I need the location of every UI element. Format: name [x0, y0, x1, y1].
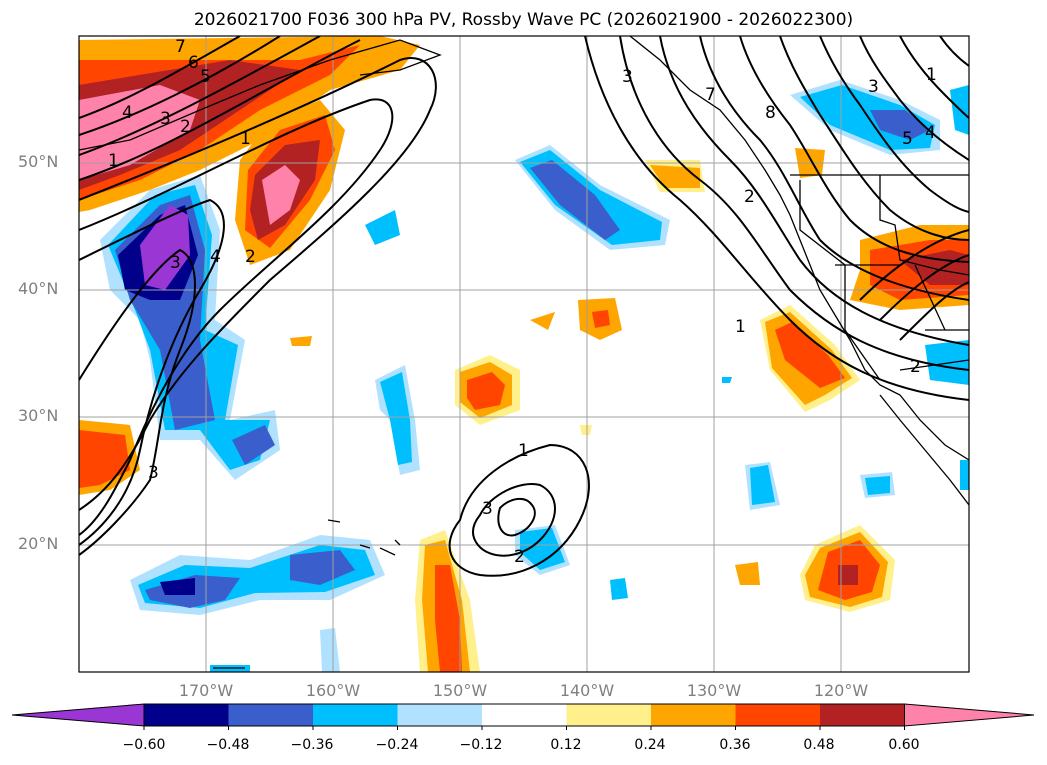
- contour-label: 3: [160, 109, 171, 129]
- graticule: [79, 36, 969, 672]
- lat-label-20n: 20°N: [18, 534, 59, 553]
- contour-label: 3: [148, 463, 159, 483]
- contour-label: 1: [518, 441, 529, 461]
- lon-label-130w: 130°W: [686, 681, 742, 700]
- lon-label-140w: 140°W: [559, 681, 615, 700]
- lon-label-120w: 120°W: [813, 681, 869, 700]
- colorbar-tick: −0.12: [459, 737, 503, 753]
- pv-anomaly-southwest-us: [850, 225, 969, 310]
- pv-anomaly-172w-negative: [100, 175, 280, 480]
- rossby-wave-pc-contours: [79, 36, 969, 577]
- contour-label: 2: [744, 187, 755, 207]
- lon-label-160w: 160°W: [305, 681, 361, 700]
- contour-label: 3: [622, 67, 633, 87]
- contour-label: 6: [188, 53, 199, 73]
- pv-anomaly-150w-positive: [415, 530, 480, 672]
- coastlines: [79, 36, 969, 669]
- contour-label: 2: [180, 117, 191, 137]
- pv-anomaly-20n-120w: [800, 525, 895, 612]
- page-title: 2026021700 F036 300 hPa PV, Rossby Wave …: [193, 10, 854, 30]
- lon-label-170w: 170°W: [178, 681, 234, 700]
- lat-label-50n: 50°N: [18, 152, 59, 171]
- colorbar-tick: −0.48: [206, 737, 250, 753]
- colorbar-tick: −0.60: [122, 737, 166, 753]
- colorbar-tick: 0.12: [550, 737, 582, 753]
- contour-label: 1: [735, 317, 746, 337]
- contour-label: 2: [514, 547, 525, 567]
- contour-label: 7: [175, 37, 186, 57]
- map-frame: [78, 35, 970, 673]
- contour-label: 2: [245, 247, 256, 267]
- lat-label-40n: 40°N: [18, 279, 59, 298]
- contour-label: 5: [200, 67, 211, 87]
- colorbar-tick: −0.36: [290, 737, 334, 753]
- contour-label: 4: [210, 247, 221, 267]
- contour-label: 5: [902, 129, 913, 149]
- colorbar-tick: 0.48: [803, 737, 835, 753]
- pv-anomaly-165w: [235, 100, 345, 265]
- colorbar-tick: 0.36: [719, 737, 751, 753]
- pv-anomaly-subtropic-negative: [130, 535, 385, 615]
- colorbar-tick: −0.24: [375, 737, 419, 753]
- contour-label: 3: [868, 77, 879, 97]
- colorbar-tick: 0.24: [634, 737, 666, 753]
- contour-label: 4: [122, 103, 133, 123]
- contour-label: 2: [910, 357, 921, 377]
- contour-label: 7: [705, 85, 716, 105]
- contour-label: 8: [765, 103, 776, 123]
- lat-label-30n: 30°N: [18, 406, 59, 425]
- contour-label: 3: [170, 253, 181, 273]
- contour-labels: 7 6 5 4 3 2 1 1 3 4 2 3 1 3 2 8 7 1 2 3 …: [108, 37, 937, 567]
- contour-label: 4: [925, 123, 936, 143]
- contour-label: 1: [240, 129, 251, 149]
- colorbar-tick: 0.60: [888, 737, 920, 753]
- contour-label: 1: [108, 151, 119, 171]
- pv-anomaly-california: [760, 305, 860, 412]
- pv-anomaly-small-features: [210, 145, 895, 672]
- lon-label-150w: 150°W: [432, 681, 488, 700]
- contour-label: 1: [926, 65, 937, 85]
- map-content: 7 6 5 4 3 2 1 1 3 4 2 3 1 3 2 8 7 1 2 3 …: [79, 36, 969, 672]
- contour-label: 3: [482, 499, 493, 519]
